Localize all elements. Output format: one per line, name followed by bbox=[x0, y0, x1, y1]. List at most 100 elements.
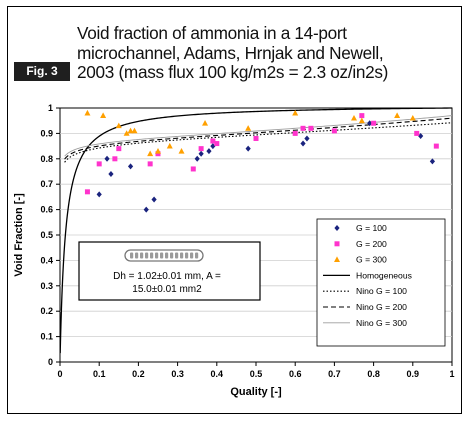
y-tick-label: 0 bbox=[48, 357, 53, 367]
x-tick-label: 0.6 bbox=[289, 369, 302, 379]
data-point-diamond bbox=[143, 206, 149, 213]
y-axis-ticks: 0 0.1 0.2 0.3 0.4 0.5 0.6 0.7 0.8 0.9 1 bbox=[40, 103, 60, 367]
port-hole bbox=[160, 252, 164, 259]
data-point-square bbox=[308, 125, 314, 131]
legend-label: Nino G = 200 bbox=[356, 302, 407, 312]
x-tick-label: 0.9 bbox=[407, 369, 420, 379]
data-point-diamond bbox=[300, 140, 306, 147]
legend-label: Nino G = 100 bbox=[356, 286, 407, 296]
data-point-diamond bbox=[96, 191, 102, 198]
data-point-triangle bbox=[292, 109, 299, 116]
data-point-diamond bbox=[206, 148, 212, 155]
port-hole bbox=[145, 252, 149, 259]
legend: G = 100 G = 200 G = 300 Homogeneous Nino G =… bbox=[316, 218, 446, 347]
data-point-diamond bbox=[194, 155, 200, 162]
legend-swatch-diamond bbox=[334, 225, 340, 231]
data-point-square bbox=[147, 161, 153, 167]
data-point-square bbox=[292, 130, 298, 136]
x-tick-label: 0.8 bbox=[367, 369, 380, 379]
data-point-square bbox=[371, 120, 377, 126]
data-point-triangle bbox=[202, 120, 209, 126]
y-tick-label: 0.8 bbox=[40, 154, 53, 164]
legend-swatch-square bbox=[334, 241, 340, 247]
data-point-diamond bbox=[210, 143, 216, 150]
port-hole bbox=[195, 252, 199, 259]
x-axis-ticks: 0 0.1 0.2 0.3 0.4 0.5 0.6 0.7 0.8 0.9 1 bbox=[57, 362, 455, 379]
data-point-diamond bbox=[367, 120, 373, 127]
y-tick-label: 0.3 bbox=[40, 281, 53, 291]
model-curve-line bbox=[59, 107, 453, 354]
x-tick-label: 0.4 bbox=[211, 369, 224, 379]
data-point-triangle bbox=[409, 114, 416, 121]
annotation-line-1: Dh = 1.02±0.01 mm, A = bbox=[113, 271, 221, 282]
x-tick-label: 0.5 bbox=[250, 369, 263, 379]
microchannel-ports bbox=[130, 252, 199, 259]
legend-label: G = 300 bbox=[356, 255, 387, 265]
y-tick-label: 0.1 bbox=[40, 332, 53, 342]
data-point-diamond bbox=[245, 145, 251, 152]
data-point-diamond bbox=[429, 158, 435, 165]
data-point-triangle bbox=[147, 150, 154, 157]
data-point-triangle bbox=[358, 117, 365, 124]
legend-label: G = 100 bbox=[356, 223, 387, 233]
y-axis-label: Void Fraction [-] bbox=[13, 193, 25, 277]
legend-swatch-triangle bbox=[334, 256, 340, 262]
data-point-triangle bbox=[84, 109, 91, 116]
data-point-triangle bbox=[166, 142, 173, 149]
data-points bbox=[84, 109, 439, 213]
data-point-diamond bbox=[104, 155, 110, 162]
data-point-square bbox=[112, 156, 118, 162]
port-hole bbox=[185, 252, 189, 259]
data-point-square bbox=[414, 130, 420, 136]
data-point-square bbox=[433, 143, 439, 149]
figure-number-badge: Fig. 3 bbox=[14, 62, 70, 81]
data-point-triangle bbox=[127, 127, 134, 134]
data-point-diamond bbox=[198, 150, 204, 157]
data-point-square bbox=[253, 135, 259, 141]
port-hole bbox=[175, 252, 179, 259]
model-curve-line bbox=[64, 115, 453, 157]
legend-border bbox=[316, 218, 446, 347]
data-point-triangle bbox=[115, 122, 122, 129]
annotation-box: Dh = 1.02±0.01 mm, A = 15.0±0.01 mm2 bbox=[78, 241, 261, 301]
data-point-diamond bbox=[151, 196, 157, 203]
x-tick-label: 0.1 bbox=[93, 369, 106, 379]
data-point-square bbox=[84, 189, 90, 195]
port-hole bbox=[140, 252, 144, 259]
data-point-square bbox=[96, 161, 102, 167]
port-hole bbox=[135, 252, 139, 259]
y-tick-label: 0.5 bbox=[40, 230, 53, 240]
y-tick-label: 0.9 bbox=[40, 128, 53, 138]
data-point-diamond bbox=[127, 163, 134, 170]
y-tick-label: 0.4 bbox=[40, 255, 53, 265]
legend-label: Nino G = 300 bbox=[356, 318, 407, 328]
data-point-triangle bbox=[131, 127, 138, 134]
port-hole bbox=[155, 252, 159, 259]
y-tick-label: 0.2 bbox=[40, 306, 53, 316]
data-point-triangle bbox=[394, 112, 401, 119]
microchannel-icon bbox=[124, 249, 204, 262]
legend-label: G = 200 bbox=[356, 239, 387, 249]
annotation-line-2: 15.0±0.01 mm2 bbox=[132, 284, 202, 295]
port-hole bbox=[130, 252, 134, 259]
x-tick-label: 0.7 bbox=[328, 369, 341, 379]
data-point-square bbox=[116, 146, 122, 152]
x-tick-label: 0.3 bbox=[171, 369, 184, 379]
x-tick-label: 0.2 bbox=[132, 369, 145, 379]
model-curve-line bbox=[64, 117, 453, 160]
chart-title: Void fraction of ammonia in a 14-port mi… bbox=[77, 23, 389, 82]
port-hole bbox=[150, 252, 154, 259]
data-point-diamond bbox=[304, 135, 310, 142]
port-hole bbox=[190, 252, 194, 259]
data-point-square bbox=[190, 166, 196, 172]
data-point-square bbox=[359, 113, 365, 119]
x-tick-label: 1 bbox=[449, 369, 454, 379]
data-point-triangle bbox=[351, 114, 357, 121]
x-axis-label: Quality [-] bbox=[230, 386, 282, 398]
y-tick-label: 0.7 bbox=[40, 179, 53, 189]
data-point-triangle bbox=[245, 125, 252, 131]
data-point-square bbox=[198, 146, 204, 152]
data-point-square bbox=[155, 151, 161, 157]
data-point-triangle bbox=[100, 112, 107, 119]
